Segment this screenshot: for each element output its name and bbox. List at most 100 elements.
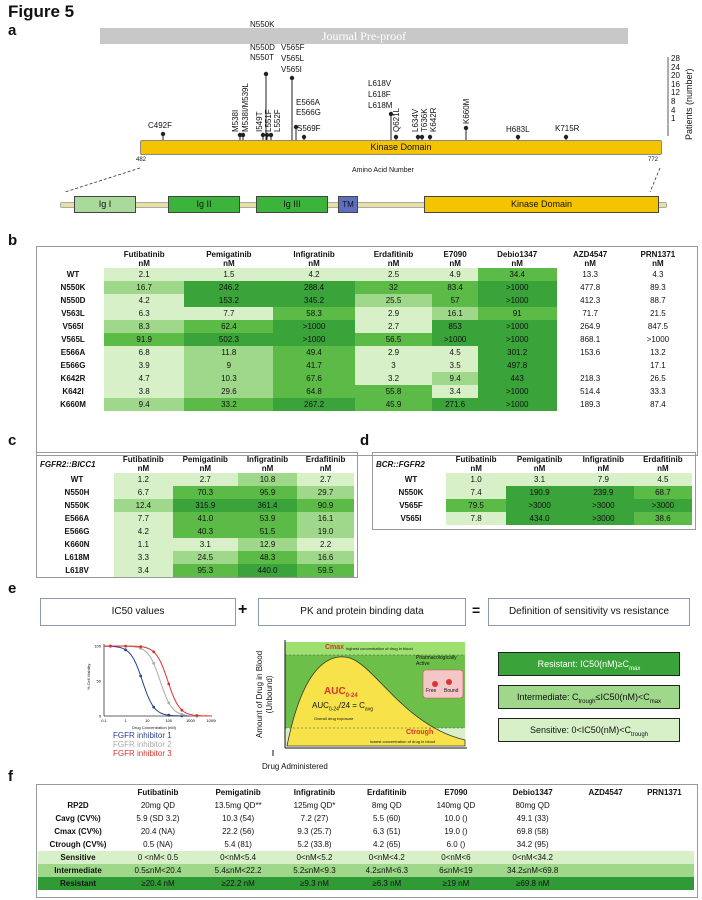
table-row: WT 2.1 1.5 4.2 2.5 4.9 34.4 13.3 4.3 (42, 268, 692, 281)
table-cell: 218.3 (580, 374, 601, 383)
auc-eq-sub2: avg (364, 706, 373, 713)
table-cell: 38.6 (633, 512, 692, 525)
curve-ytick: 0 (99, 714, 102, 719)
table-cell: 2.7 (354, 320, 433, 333)
row-label: N550D (60, 296, 86, 305)
table-cell: 0.5≤nM<20.4 (118, 864, 198, 877)
column-header: E7090 (444, 788, 468, 797)
table-cell: 88.7 (650, 296, 666, 305)
table-cell: 2.2 (297, 538, 354, 551)
table-row: N550K 12.4 315.9 361.4 90.9 (40, 499, 354, 512)
table-cell: 5.2≤nM<9.3 (278, 864, 351, 877)
table-row: L618V 3.4 95.3 440.0 59.5 (40, 564, 354, 577)
mutation-label: M538I (231, 109, 240, 132)
domain-ig1: Ig I (74, 196, 136, 213)
table-row: E566G 3.9 9 41.7 3 3.5 497.8 17.1 (42, 359, 692, 372)
row-label: L618V (65, 566, 89, 575)
mutation-label: L618V (368, 79, 392, 88)
ic50-box: IC50 values (40, 598, 236, 626)
table-cell: 264.9 (580, 322, 601, 331)
row-label: Cavg (CV%) (55, 814, 101, 823)
definition-box: Definition of sensitivity vs resistance (488, 598, 690, 626)
table-row: WT 1.2 2.7 10.8 2.7 (40, 473, 354, 486)
table-cell: 0<nM<4.2 (350, 851, 423, 864)
column-header: Futibatinib (137, 788, 179, 797)
row-label: V565L (61, 335, 85, 344)
table-cell: 153.2 (184, 294, 274, 307)
table-cell: ≥69.8 nM (488, 877, 577, 890)
table-cell: 0<nM<5.4 (197, 851, 279, 864)
table-cell: ≥19 nM (422, 877, 489, 890)
column-header: Erdafitinib (367, 788, 407, 797)
table-cell: >1000 (477, 294, 557, 307)
column-header: Pemigatinib nM (206, 250, 252, 268)
table-cell: 4.5 (432, 346, 478, 359)
curve-xtick: 10000 (206, 718, 216, 723)
table-cell: >1000 (646, 335, 670, 344)
table-cell: 17.1 (650, 361, 666, 370)
table-cell: 7.7 (114, 512, 173, 525)
table-cell: 3.1 (172, 538, 238, 551)
dose-point (139, 645, 143, 649)
table-cell: 34.4 (477, 268, 557, 281)
table-cell: 434.0 (506, 512, 573, 525)
curve-xlabel: Drug Concentration (nM) (132, 725, 177, 730)
table-cell: 847.5 (647, 322, 668, 331)
table-cell: 55.8 (354, 385, 433, 398)
fusion-title: FGFR2::BICC1 (40, 459, 96, 469)
table-cell: 22.2 (56) (222, 827, 255, 836)
dose-point (152, 661, 156, 665)
table-cell: 95.9 (237, 486, 298, 499)
table-cell: 10.8 (237, 473, 298, 486)
table-cell: 4.7 (104, 372, 185, 385)
patient-tick: 16 (671, 79, 680, 89)
table-cell: >1000 (477, 320, 557, 333)
table-cell: 6.3 (51) (373, 827, 401, 836)
table-cell: 26.5 (650, 374, 666, 383)
table-cell: 5.4 (81) (224, 840, 252, 849)
table-cell: 1.1 (114, 538, 173, 551)
table-cell: 288.4 (273, 281, 355, 294)
table-cell (576, 877, 635, 890)
pk-table: Futibatinib Pemigatinib Infigratinib Erdafi… (38, 786, 694, 890)
row-label: Resistant (38, 877, 118, 890)
table-cell: 16.7 (104, 281, 185, 294)
table-cell: >1000 (273, 320, 355, 333)
table-cell (635, 812, 694, 825)
table-cell: 7.2 (27) (300, 814, 329, 823)
column-header: Erdafitinib nM (643, 455, 683, 473)
table-cell: 10.3 (184, 372, 274, 385)
table-cell: 2.7 (172, 473, 238, 486)
table-cell: 6.8 (104, 346, 185, 359)
dose-point (195, 714, 199, 717)
table-cell: 79.5 (446, 499, 507, 512)
legend-item-1: FGFR inhibitor 1 (113, 731, 172, 740)
table-cell: 6.7 (114, 486, 173, 499)
table-cell: 412.3 (580, 296, 601, 305)
table-cell: 95.3 (172, 564, 238, 577)
table-cell: 868.1 (580, 335, 601, 344)
mutation-label: V565L (281, 54, 305, 63)
row-label: K660M (60, 400, 86, 409)
table-row: K660M 9.4 33.2 267.2 45.9 271.6 >1000 189.3 87.4 (42, 398, 692, 411)
table-cell: 12.9 (237, 538, 298, 551)
free-label: Free (426, 688, 437, 694)
table-cell: 140mg QD (436, 801, 476, 810)
table-cell: 29.7 (297, 486, 354, 499)
ic50-table-fgfr2: Futibatinib nM Pemigatinib nM Infigratinib… (42, 250, 692, 411)
table-cell: 4.2≤nM<6.3 (350, 864, 423, 877)
table-cell: 8.3 (104, 320, 185, 333)
table-cell: 853 (432, 320, 478, 333)
intermediate-text: Intermediate: C (516, 692, 579, 702)
table-cell: 49.4 (273, 346, 355, 359)
table-row: K660N 1.1 3.1 12.9 2.2 (40, 538, 354, 551)
patient-tick: 20 (671, 71, 680, 81)
table-row: N550H 6.7 70.3 95.9 29.7 (40, 486, 354, 499)
panel-label-f: f (8, 768, 13, 785)
table-cell (635, 825, 694, 838)
column-header: Erdafitinib nM (305, 455, 346, 473)
axis-start: 482 (136, 157, 147, 163)
pk-ylabel: Amount of Drug in Blood (Unbound) (255, 650, 274, 738)
table-cell: 189.3 (580, 400, 601, 409)
table-cell: 502.3 (184, 333, 274, 346)
